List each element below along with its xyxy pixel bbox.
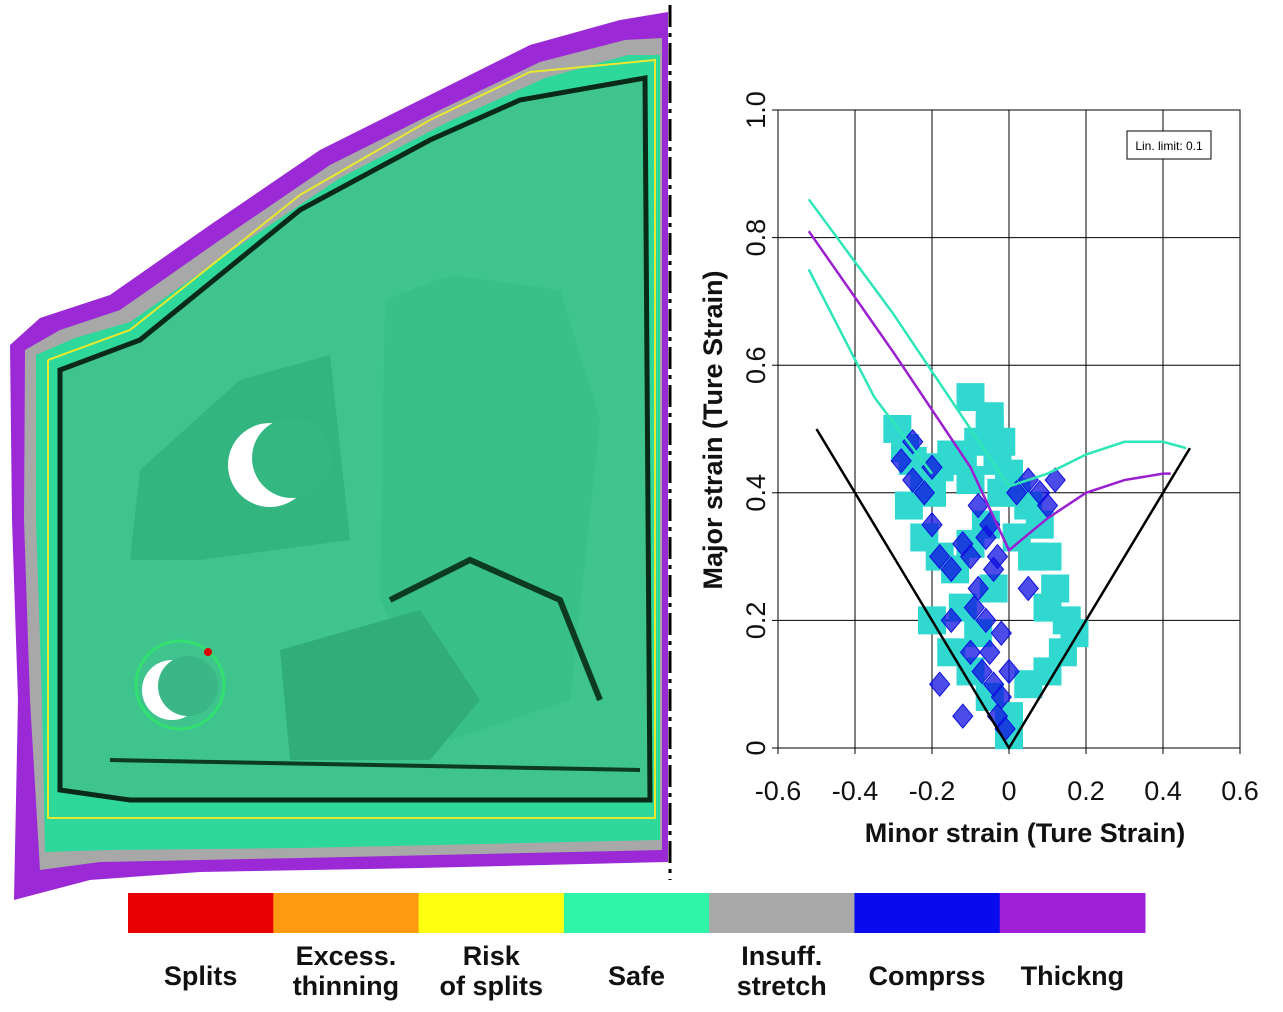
- legend-swatch: [128, 893, 274, 933]
- x-tick-label: -0.6: [755, 776, 802, 806]
- legend-label: Risk: [463, 941, 521, 971]
- x-axis-label: Minor strain (Ture Strain): [865, 818, 1186, 848]
- annotation: Lin. limit: 0.1: [1135, 139, 1203, 153]
- x-tick-label: 0.6: [1221, 776, 1259, 806]
- legend-label: Insuff.: [741, 941, 822, 971]
- legend-swatch: [419, 893, 565, 933]
- scatter-point: [976, 402, 1004, 430]
- y-tick-label: 1.0: [741, 91, 771, 129]
- page: Lin. limit: 0.1 Minor strain (Ture Strai…: [0, 0, 1283, 1012]
- scatter-point: [1034, 657, 1062, 685]
- legend-label: of splits: [439, 971, 543, 1001]
- legend-swatch: [273, 893, 419, 933]
- y-tick-label: 0.6: [741, 346, 771, 384]
- y-tick-label: 0.2: [741, 602, 771, 640]
- legend-swatch: [854, 893, 1000, 933]
- scatter-point: [987, 428, 1015, 456]
- legend-label: Comprss: [869, 961, 986, 991]
- legend-swatch: [564, 893, 710, 933]
- y-tick-label: 0.4: [741, 474, 771, 512]
- part-render: [10, 5, 670, 900]
- x-tick-label: -0.4: [832, 776, 879, 806]
- legend-label: Safe: [608, 961, 665, 991]
- x-tick-label: 0: [1001, 776, 1016, 806]
- y-tick-label: 0.8: [741, 219, 771, 257]
- x-tick-label: 0.2: [1067, 776, 1105, 806]
- legend-swatch: [709, 893, 855, 933]
- legend-label: Excess.: [296, 941, 397, 971]
- legend-label: thinning: [293, 971, 399, 1001]
- scatter-point: [1034, 594, 1062, 622]
- y-tick-label: 0: [741, 740, 771, 755]
- legend-label: Thickng: [1021, 961, 1125, 991]
- figure: Lin. limit: 0.1 Minor strain (Ture Strai…: [0, 0, 1283, 1012]
- legend-swatch: [1000, 893, 1146, 933]
- scatter-point: [1018, 543, 1046, 571]
- legend-label: stretch: [737, 971, 827, 1001]
- y-axis-label: Major strain (Ture Strain): [698, 270, 728, 589]
- x-tick-label: 0.4: [1144, 776, 1182, 806]
- x-tick-label: -0.2: [909, 776, 956, 806]
- legend-label: Splits: [164, 961, 238, 991]
